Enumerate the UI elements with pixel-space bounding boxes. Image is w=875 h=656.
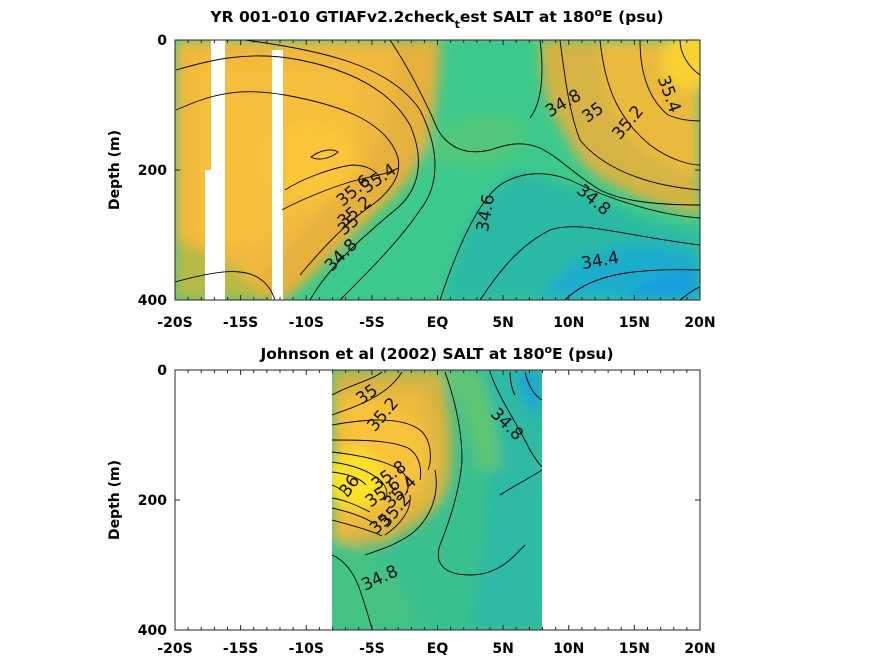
y-tick-label: 400 bbox=[138, 293, 167, 309]
x-tick-label: -10S bbox=[289, 315, 324, 331]
y-tick-label: 200 bbox=[138, 493, 167, 509]
x-tick-label: -5S bbox=[359, 641, 385, 656]
x-tick-label: 20N bbox=[684, 315, 715, 331]
panel-2-y-tick-labels: 0 200 400 bbox=[138, 363, 167, 639]
x-tick-label: 5N bbox=[492, 315, 513, 331]
x-tick-label: 15N bbox=[619, 315, 650, 331]
x-tick-label: 15N bbox=[619, 641, 650, 656]
x-tick-label: 10N bbox=[553, 641, 584, 656]
x-tick-label: -20S bbox=[157, 315, 192, 331]
panel-1-x-tick-labels: -20S -15S -10S -5S EQ 5N 10N 15N 20N bbox=[157, 315, 715, 331]
panel-2-contour-lines bbox=[332, 371, 542, 630]
panel-2-x-tick-labels: -20S -15S -10S -5S EQ 5N 10N 15N 20N bbox=[157, 641, 715, 656]
panel-1-missing-data-strip bbox=[205, 170, 213, 300]
y-tick-label: 0 bbox=[157, 363, 167, 379]
x-tick-label: EQ bbox=[427, 641, 449, 656]
x-tick-label: -20S bbox=[157, 641, 192, 656]
x-tick-label: -15S bbox=[223, 641, 258, 656]
x-tick-label: 20N bbox=[684, 641, 715, 656]
x-tick-label: -5S bbox=[359, 315, 385, 331]
panel-2-color-field bbox=[332, 370, 542, 630]
x-tick-label: -10S bbox=[289, 641, 324, 656]
panel-1-title: YR 001-010 GTIAFv2.2checktest SALT at 18… bbox=[209, 6, 663, 31]
panel-1-y-axis-label: Depth (m) bbox=[107, 130, 123, 210]
panel-1-axes: -20S -15S -10S -5S EQ 5N 10N 15N 20N 0 2… bbox=[107, 33, 716, 331]
x-tick-label: 5N bbox=[492, 641, 513, 656]
panel-1-missing-data-strip bbox=[272, 50, 283, 300]
x-tick-label: EQ bbox=[427, 315, 449, 331]
panel-2: Johnson et al (2002) SALT at 180oE (psu) bbox=[107, 343, 716, 656]
panel-1-plot-area: 35.6 35.4 35.2 35 34.8 34.6 34.8 35 35.2… bbox=[175, 40, 700, 300]
panel-1: YR 001-010 GTIAFv2.2checktest SALT at 18… bbox=[107, 6, 716, 331]
panel-1-missing-data-strip bbox=[211, 40, 225, 300]
panel-1-contour-lines bbox=[175, 40, 700, 300]
x-tick-label: 10N bbox=[553, 315, 584, 331]
x-tick-label: -15S bbox=[223, 315, 258, 331]
panel-1-color-field bbox=[175, 40, 700, 300]
panel-2-axes: -20S -15S -10S -5S EQ 5N 10N 15N 20N 0 2… bbox=[107, 363, 716, 656]
y-tick-label: 200 bbox=[138, 163, 167, 179]
y-tick-label: 400 bbox=[138, 623, 167, 639]
y-tick-label: 0 bbox=[157, 33, 167, 49]
panel-2-plot-area: 35 35.2 34.8 36 35.8 35.6 35.4 35.2 35 3… bbox=[332, 370, 542, 630]
panel-2-y-axis-label: Depth (m) bbox=[107, 460, 123, 540]
panel-1-y-tick-labels: 0 200 400 bbox=[138, 33, 167, 309]
panel-2-title: Johnson et al (2002) SALT at 180oE (psu) bbox=[259, 343, 613, 363]
